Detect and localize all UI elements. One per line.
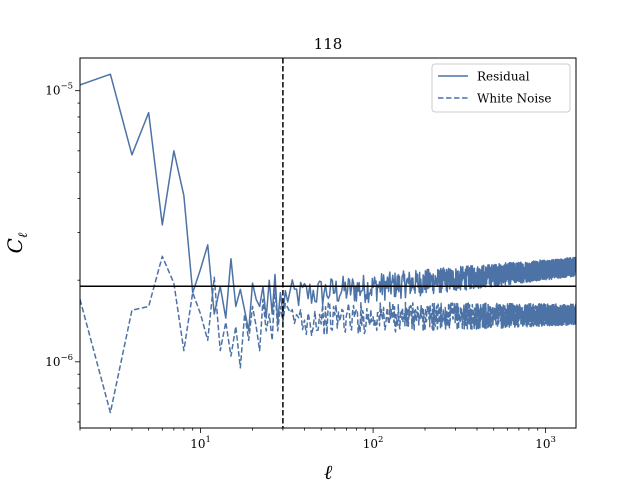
x-tick-label: 103 <box>535 435 556 451</box>
chart-title: 118 <box>314 35 343 53</box>
series-line-white-noise <box>80 255 576 414</box>
y-tick-label: 10−5 <box>45 82 73 98</box>
svg-text:Cℓ: Cℓ <box>3 232 31 253</box>
axis-ticks: 101 102 103 10−6 10−5 <box>45 82 556 451</box>
x-tick-label: 102 <box>363 435 384 451</box>
y-axis-label-main: C <box>3 238 27 253</box>
y-axis-label: Cℓ <box>3 232 31 253</box>
legend: Residual White Noise <box>431 63 571 113</box>
axes-frame <box>79 57 577 429</box>
x-tick-label: 101 <box>190 435 211 451</box>
plot-area <box>80 58 576 428</box>
legend-label-white-noise: White Noise <box>477 92 551 106</box>
y-tick-label: 10−6 <box>45 353 73 369</box>
y-axis-label-subscript: ℓ <box>16 232 31 238</box>
series-layer <box>80 73 576 414</box>
x-axis-label: ℓ <box>324 460 333 480</box>
series-line-residual <box>80 73 576 332</box>
legend-label-residual: Residual <box>477 70 530 84</box>
